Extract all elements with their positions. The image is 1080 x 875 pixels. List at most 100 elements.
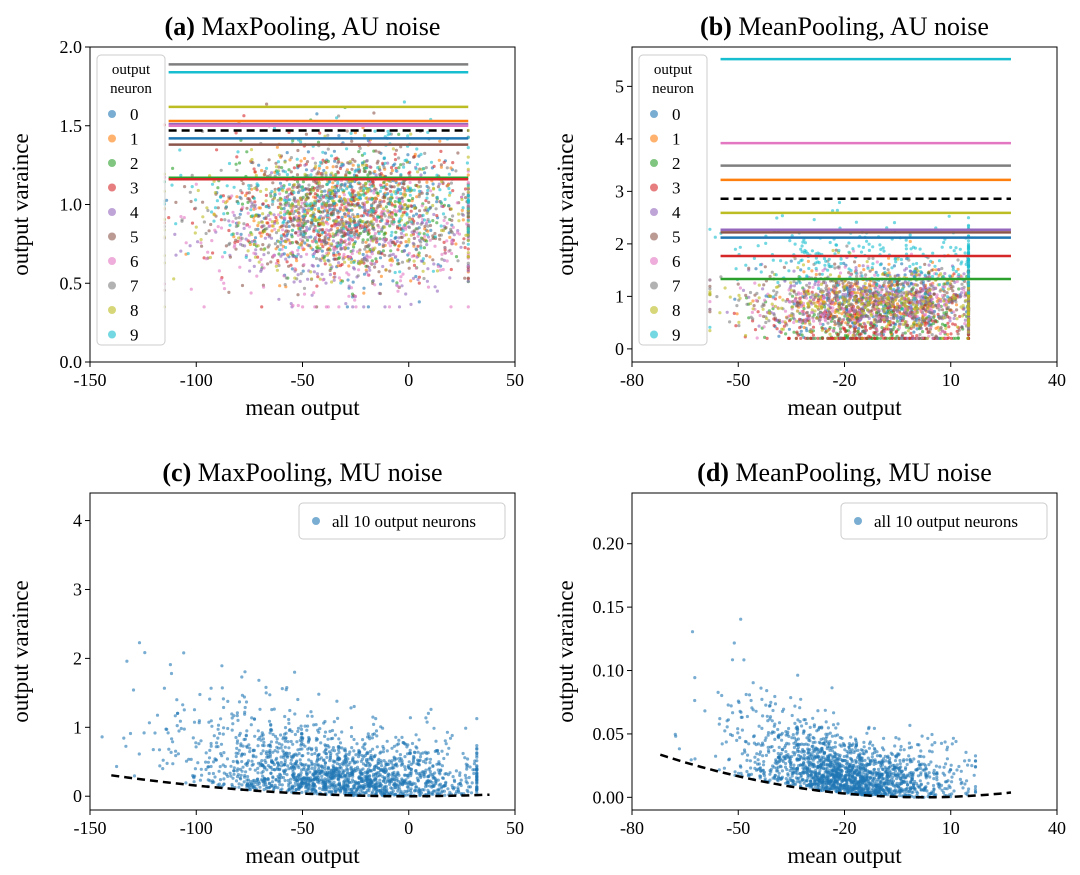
scatter-point bbox=[948, 308, 953, 312]
scatter-point bbox=[248, 258, 252, 262]
scatter-point bbox=[294, 231, 298, 235]
scatter-point bbox=[408, 186, 413, 190]
scatter-point bbox=[202, 305, 206, 309]
scatter-point bbox=[875, 260, 879, 264]
scatter-point bbox=[380, 219, 384, 223]
scatter-point bbox=[948, 319, 952, 323]
scatter-point bbox=[247, 191, 251, 195]
scatter-point bbox=[219, 218, 223, 222]
scatter-point bbox=[868, 294, 873, 298]
scatter-point bbox=[309, 173, 313, 177]
scatter-point bbox=[340, 262, 344, 267]
scatter-point bbox=[463, 187, 468, 191]
scatter-point bbox=[449, 207, 453, 211]
scatter-point bbox=[831, 306, 835, 310]
scatter-point bbox=[326, 199, 330, 203]
scatter-point bbox=[895, 336, 899, 340]
scatter-point bbox=[862, 268, 866, 272]
scatter-point bbox=[364, 163, 368, 167]
scatter-point bbox=[283, 234, 287, 238]
scatter-point bbox=[329, 242, 334, 246]
scatter-point bbox=[853, 321, 857, 325]
scatter-point bbox=[842, 336, 846, 340]
scatter-point bbox=[447, 186, 451, 191]
scatter-point bbox=[348, 224, 352, 228]
scatter-point bbox=[792, 280, 796, 284]
scatter-point bbox=[872, 320, 876, 324]
scatter-point bbox=[338, 166, 342, 171]
scatter-point bbox=[190, 185, 194, 189]
scatter-point bbox=[460, 208, 464, 212]
scatter-point bbox=[317, 166, 321, 170]
scatter-point bbox=[423, 224, 427, 228]
scatter-point bbox=[309, 214, 313, 218]
scatter-point bbox=[834, 322, 838, 326]
scatter-point bbox=[311, 215, 315, 219]
scatter-point bbox=[438, 237, 442, 241]
scatter-point bbox=[394, 230, 398, 234]
scatter-point bbox=[955, 317, 959, 321]
scatter-point bbox=[872, 336, 877, 340]
scatter-point bbox=[292, 198, 296, 202]
scatter-point bbox=[381, 161, 385, 165]
scatter-point bbox=[966, 294, 971, 299]
scatter-point bbox=[886, 311, 890, 315]
scatter-point bbox=[242, 114, 246, 118]
scatter-point bbox=[828, 273, 833, 277]
scatter-point bbox=[307, 227, 311, 231]
scatter-point bbox=[846, 313, 850, 317]
scatter-point bbox=[321, 210, 325, 214]
scatter-point bbox=[878, 332, 882, 336]
scatter-point bbox=[439, 149, 443, 153]
scatter-point bbox=[249, 184, 253, 188]
scatter-point bbox=[219, 226, 224, 230]
scatter-point bbox=[837, 322, 841, 326]
scatter-point bbox=[387, 241, 391, 245]
scatter-point bbox=[325, 166, 329, 170]
scatter-point bbox=[944, 299, 949, 303]
scatter-point bbox=[405, 207, 409, 211]
scatter-point bbox=[847, 298, 851, 302]
scatter-point bbox=[751, 307, 755, 311]
scatter-point bbox=[873, 299, 877, 303]
scatter-point bbox=[393, 212, 398, 216]
scatter-point bbox=[409, 279, 413, 283]
scatter-point bbox=[278, 181, 283, 185]
scatter-point bbox=[297, 189, 301, 193]
scatter-point bbox=[427, 186, 431, 190]
scatter-point bbox=[931, 288, 935, 292]
scatter-point bbox=[221, 194, 225, 198]
scatter-point bbox=[288, 198, 292, 202]
scatter-point bbox=[848, 288, 852, 293]
scatter-point bbox=[276, 198, 280, 202]
scatter-point bbox=[357, 150, 361, 154]
scatter-point bbox=[322, 238, 326, 242]
scatter-point bbox=[305, 160, 310, 164]
scatter-point bbox=[868, 335, 873, 339]
scatter-point bbox=[194, 206, 198, 210]
scatter-point bbox=[322, 168, 326, 173]
scatter-point bbox=[405, 213, 409, 217]
scatter-point bbox=[249, 208, 253, 212]
scatter-point bbox=[400, 235, 404, 239]
scatter-point bbox=[923, 303, 927, 307]
scatter-point bbox=[774, 285, 779, 289]
scatter-point bbox=[932, 315, 936, 320]
scatter-point bbox=[285, 221, 289, 225]
scatter-point bbox=[794, 292, 798, 296]
scatter-point bbox=[921, 316, 925, 320]
scatter-point bbox=[228, 241, 232, 245]
scatter-point bbox=[827, 310, 831, 314]
scatter-point bbox=[915, 336, 919, 340]
scatter-point bbox=[402, 249, 406, 253]
scatter-point bbox=[352, 219, 356, 223]
scatter-point bbox=[249, 291, 253, 295]
scatter-point bbox=[363, 181, 368, 185]
scatter-point bbox=[754, 298, 758, 302]
scatter-point bbox=[431, 193, 435, 197]
scatter-point bbox=[315, 229, 319, 233]
scatter-point bbox=[275, 221, 280, 225]
scatter-point bbox=[406, 134, 410, 138]
scatter-point bbox=[399, 191, 403, 196]
scatter-point bbox=[873, 307, 877, 311]
